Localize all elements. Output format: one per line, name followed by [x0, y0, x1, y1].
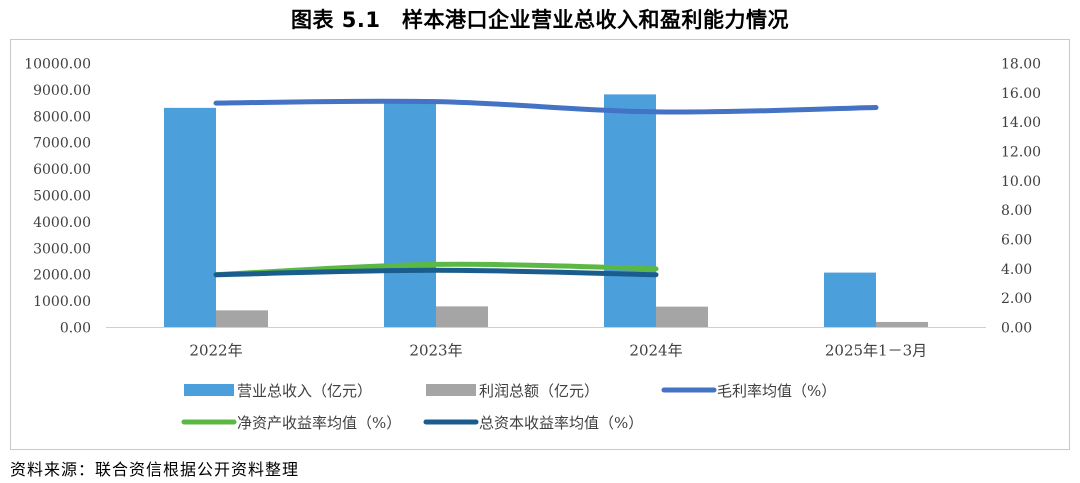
chart-frame: 0.00 1000.00 2000.00 3000.00 4000.00 5000.00 6…: [10, 39, 1070, 450]
gross-margin-line: [213, 98, 879, 115]
bar-revenue: [824, 272, 876, 328]
left-tick-label: 0.00: [60, 321, 91, 337]
legend-label: 总资本收益率均值（%）: [479, 414, 643, 432]
right-tick-label: 8.00: [1001, 203, 1032, 219]
x-tick-label: 2025年1－3月: [825, 342, 927, 360]
legend-swatch: [184, 384, 234, 396]
right-axis-ticks: 0.00 2.00 4.00 6.00 8.00 10.00 12.00 14.00 16.00…: [1001, 57, 1041, 337]
right-tick-label: 16.00: [1001, 86, 1041, 102]
right-tick-label: 14.00: [1001, 115, 1041, 131]
right-tick-label: 18.00: [1001, 57, 1041, 73]
chart-svg: 0.00 1000.00 2000.00 3000.00 4000.00 5000.00 6…: [24, 57, 1041, 433]
left-tick-label: 4000.00: [33, 215, 91, 231]
legend-label: 毛利率均值（%）: [717, 382, 836, 400]
lines-group: [213, 98, 879, 278]
left-tick-label: 2000.00: [33, 268, 91, 284]
legend-label: 营业总收入（亿元）: [237, 382, 372, 400]
bar-profit: [656, 306, 708, 328]
chart-title: 图表 5.1 样本港口企业营业总收入和盈利能力情况: [290, 8, 789, 32]
right-tick-label: 4.00: [1001, 262, 1032, 278]
bar-revenue: [164, 107, 216, 328]
legend-swatch: [426, 384, 476, 396]
right-tick-label: 6.00: [1001, 233, 1032, 249]
bar-profit: [216, 310, 268, 328]
left-tick-label: 6000.00: [33, 162, 91, 178]
left-tick-label: 10000.00: [24, 57, 91, 73]
source-note: 资料来源：联合资信根据公开资料整理: [10, 460, 300, 479]
right-tick-label: 10.00: [1001, 174, 1041, 190]
left-tick-label: 3000.00: [33, 241, 91, 257]
x-tick-label: 2023年: [409, 342, 462, 360]
left-tick-label: 1000.00: [33, 294, 91, 310]
left-tick-label: 8000.00: [33, 109, 91, 125]
right-tick-label: 0.00: [1001, 321, 1032, 337]
x-tick-label: 2022年: [189, 342, 242, 360]
bar-profit: [876, 321, 928, 328]
legend-label: 净资产收益率均值（%）: [237, 414, 401, 432]
roc-line: [213, 267, 659, 278]
left-tick-label: 9000.00: [33, 83, 91, 99]
x-axis-labels: 2022年 2023年 2024年 2025年1－3月: [189, 342, 927, 360]
right-tick-label: 12.00: [1001, 145, 1041, 161]
left-tick-label: 7000.00: [33, 136, 91, 152]
left-axis-ticks: 0.00 1000.00 2000.00 3000.00 4000.00 5000.00 6…: [24, 57, 91, 337]
legend-label: 利润总额（亿元）: [479, 382, 599, 400]
bar-revenue: [384, 99, 436, 328]
right-tick-label: 2.00: [1001, 291, 1032, 307]
bar-revenue: [604, 94, 656, 328]
x-tick-label: 2024年: [629, 342, 682, 360]
left-tick-label: 5000.00: [33, 189, 91, 205]
bars-group: [164, 94, 928, 328]
bar-profit: [436, 306, 488, 328]
legend: 营业总收入（亿元） 利润总额（亿元） 毛利率均值（%） 净资产收益率均值（%） 总资本收…: [181, 382, 836, 432]
